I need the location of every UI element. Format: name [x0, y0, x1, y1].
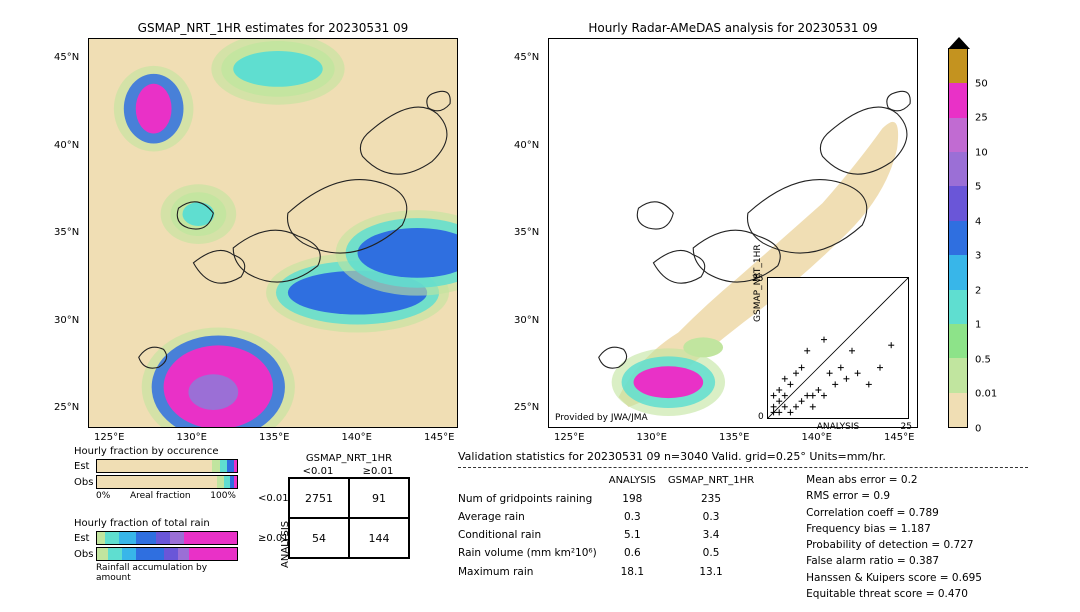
frac-label: Obs [74, 477, 96, 488]
ct-cell: 2751 [289, 478, 349, 518]
ct-cell: 54 [289, 518, 349, 558]
colorbar-segment [949, 290, 967, 324]
contingency-table: GSMAP_NRT_1HR <0.01 ≥0.01 2751 91 54 144… [288, 453, 410, 559]
frac-bar [96, 531, 238, 545]
ct-cell: 91 [349, 478, 409, 518]
colorbar-tick: 5 [975, 182, 981, 193]
stats-divider [458, 467, 1028, 468]
colorbar-tick: 0 [975, 424, 981, 435]
frac-label: Obs [74, 549, 96, 560]
colorbar-segment [949, 83, 967, 117]
frac-bar [96, 475, 238, 489]
map-right: Hourly Radar-AMeDAS analysis for 2023053… [548, 38, 918, 428]
xtick: 125°E [94, 432, 124, 443]
frac-label: Est [74, 461, 96, 472]
ct-col: ≥0.01 [348, 466, 408, 477]
inset-ytick-bot: 0 [758, 412, 764, 422]
xtick: 125°E [554, 432, 584, 443]
xtick: 145°E [424, 432, 454, 443]
validation-stats: Validation statistics for 20230531 09 n=… [458, 448, 1028, 602]
inset-scatter: ANALYSIS GSMAP_NRT_1HR 25 0 25 [767, 277, 909, 419]
fraction-occurrence: Hourly fraction by occurence Est Obs 0% A… [74, 446, 244, 501]
map-right-title: Hourly Radar-AMeDAS analysis for 2023053… [549, 21, 917, 35]
colorbar-tick: 0.01 [975, 389, 997, 400]
ytick: 45°N [54, 52, 79, 63]
colorbar-tick: 1 [975, 320, 981, 331]
colorbar-segment [949, 221, 967, 255]
scale-l: 0% [96, 491, 110, 501]
inset-xtick-r: 25 [901, 422, 912, 432]
ct-row: <0.01 [258, 493, 289, 504]
colorbar-segment [949, 118, 967, 152]
ytick: 25°N [54, 402, 79, 413]
xtick: 140°E [802, 432, 832, 443]
colorbar-tick: 0.5 [975, 354, 991, 365]
colorbar: 00.010.512345102550 [948, 48, 968, 428]
figure: GSMAP_NRT_1HR estimates for 20230531 09 … [8, 8, 1072, 604]
xtick: 135°E [259, 432, 289, 443]
caption: Rainfall accumulation by amount [96, 563, 236, 583]
ytick: 45°N [514, 52, 539, 63]
fraction-totalrain-title: Hourly fraction of total rain [74, 518, 244, 529]
scale-m: Areal fraction [130, 491, 191, 501]
stats-left: ANALYSISGSMAP_NRT_1HRNum of gridpoints r… [458, 472, 766, 602]
xtick: 130°E [177, 432, 207, 443]
inset-xlabel: ANALYSIS [768, 422, 908, 432]
fraction-occurrence-title: Hourly fraction by occurence [74, 446, 244, 457]
colorbar-segment [949, 186, 967, 220]
attribution: Provided by JWA/JMA [555, 413, 648, 423]
fraction-totalrain: Hourly fraction of total rain Est Obs Ra… [74, 518, 244, 583]
xtick: 130°E [637, 432, 667, 443]
ct-header: GSMAP_NRT_1HR [288, 453, 410, 464]
ct-row: ≥0.01 [258, 533, 289, 544]
inset-ytick-top: 25 [752, 274, 763, 284]
frac-label: Est [74, 533, 96, 544]
colorbar-tick: 4 [975, 216, 981, 227]
ct-cell: 144 [349, 518, 409, 558]
colorbar-tick: 50 [975, 78, 988, 89]
ytick: 40°N [54, 140, 79, 151]
frac-bar [96, 547, 238, 561]
colorbar-tick: 3 [975, 251, 981, 262]
stats-title: Validation statistics for 20230531 09 n=… [458, 448, 1028, 465]
colorbar-overflow-arrow [948, 37, 970, 49]
ytick: 25°N [514, 402, 539, 413]
colorbar-segment [949, 358, 967, 392]
colorbar-tick: 10 [975, 147, 988, 158]
ytick: 40°N [514, 140, 539, 151]
colorbar-segment [949, 393, 967, 427]
colorbar-tick: 2 [975, 285, 981, 296]
ct-row-header: ANALYSIS [280, 521, 291, 568]
scale-r: 100% [210, 491, 236, 501]
ct-col: <0.01 [288, 466, 348, 477]
colorbar-segment [949, 152, 967, 186]
xtick: 145°E [884, 432, 914, 443]
frac-bar [96, 459, 238, 473]
colorbar-segment [949, 49, 967, 83]
stats-right: Mean abs error = 0.2RMS error = 0.9Corre… [806, 472, 982, 602]
map-left-svg [89, 39, 457, 427]
ytick: 30°N [54, 315, 79, 326]
xtick: 135°E [719, 432, 749, 443]
ytick: 35°N [514, 227, 539, 238]
map-left-title: GSMAP_NRT_1HR estimates for 20230531 09 [89, 21, 457, 35]
ytick: 35°N [54, 227, 79, 238]
ytick: 30°N [514, 315, 539, 326]
colorbar-segment [949, 324, 967, 358]
colorbar-segment [949, 255, 967, 289]
xtick: 140°E [342, 432, 372, 443]
colorbar-tick: 25 [975, 113, 988, 124]
map-left: GSMAP_NRT_1HR estimates for 20230531 09 [88, 38, 458, 428]
